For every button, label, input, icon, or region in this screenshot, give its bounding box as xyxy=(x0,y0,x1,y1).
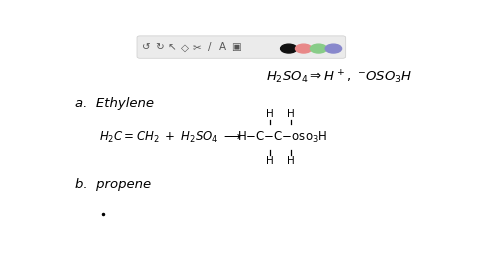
Text: ✂: ✂ xyxy=(193,42,202,52)
Text: H: H xyxy=(287,109,295,119)
Text: H: H xyxy=(266,156,274,166)
Text: A: A xyxy=(219,42,226,52)
FancyBboxPatch shape xyxy=(137,36,346,58)
Text: H: H xyxy=(287,156,295,166)
Text: ↻: ↻ xyxy=(155,42,164,52)
Text: ▣: ▣ xyxy=(231,42,240,52)
Circle shape xyxy=(311,44,327,53)
Circle shape xyxy=(296,44,312,53)
Text: $H_2SO_4\Rightarrow H^+,\ ^{-}OSO_3H$: $H_2SO_4\Rightarrow H^+,\ ^{-}OSO_3H$ xyxy=(266,68,412,85)
Text: b.  propene: b. propene xyxy=(75,178,151,191)
Text: ↖: ↖ xyxy=(168,42,176,52)
Text: ◇: ◇ xyxy=(180,42,189,52)
Text: ↺: ↺ xyxy=(142,42,151,52)
Text: H$-$C$-$C$-$oso$_3$H: H$-$C$-$C$-$oso$_3$H xyxy=(237,130,327,145)
Circle shape xyxy=(281,44,297,53)
Text: /: / xyxy=(208,42,212,52)
Text: H: H xyxy=(266,109,274,119)
Text: a.  Ethylene: a. Ethylene xyxy=(75,97,154,110)
Text: $H_2C{=}CH_2\ +\ H_2SO_4\ \longrightarrow$: $H_2C{=}CH_2\ +\ H_2SO_4\ \longrightarro… xyxy=(99,130,242,145)
Circle shape xyxy=(325,44,342,53)
